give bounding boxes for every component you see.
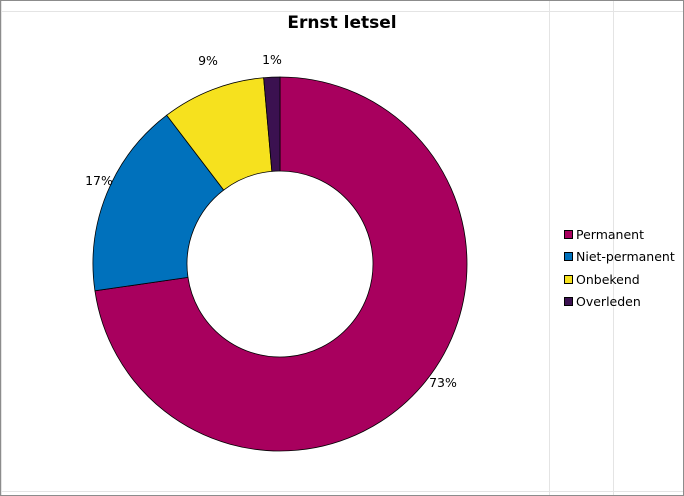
slice-permanent — [94, 76, 468, 452]
legend-item: Onbekend — [564, 268, 675, 291]
legend-label: Niet-permanent — [576, 249, 675, 265]
legend-item: Permanent — [564, 223, 675, 246]
legend-swatch — [564, 297, 573, 307]
legend-swatch — [564, 252, 573, 262]
legend: Permanent Niet-permanent Onbekend Overleden — [564, 223, 675, 313]
sheet-gridline — [1, 491, 683, 492]
sheet-gridline — [1, 11, 683, 12]
sheet-gridline — [549, 1, 550, 495]
data-label-overleden: 1% — [262, 52, 282, 67]
legend-label: Onbekend — [576, 271, 640, 287]
slice-overleden — [263, 76, 281, 172]
legend-swatch — [564, 229, 573, 239]
legend-label: Permanent — [576, 226, 644, 242]
data-label-niet-permanent: 17% — [85, 173, 113, 188]
legend-label: Overleden — [576, 294, 641, 310]
legend-item: Niet-permanent — [564, 246, 675, 269]
data-label-permanent: 73% — [429, 375, 457, 390]
legend-swatch — [564, 274, 573, 284]
sheet-gridline — [613, 1, 614, 495]
slices-group — [92, 76, 468, 452]
data-label-onbekend: 9% — [198, 53, 218, 68]
sheet-gridline — [1, 1, 2, 495]
slice-niet-permanent — [92, 114, 225, 292]
labels-group: 73% 17% 9% 1% — [85, 52, 457, 390]
chart-title: Ernst letsel — [287, 13, 397, 33]
legend-item: Overleden — [564, 291, 675, 314]
